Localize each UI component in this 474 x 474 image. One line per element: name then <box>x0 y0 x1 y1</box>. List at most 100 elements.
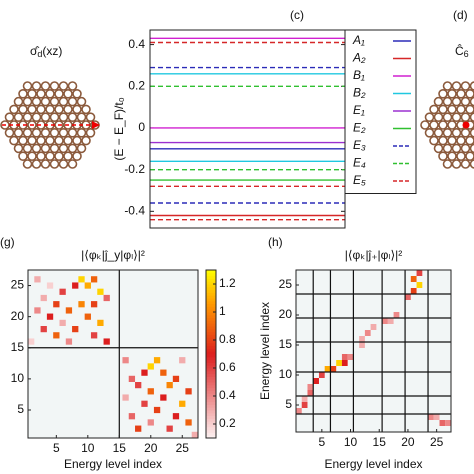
colorbar-step <box>206 295 216 299</box>
ring <box>27 120 37 130</box>
ring <box>27 151 37 161</box>
cell <box>185 388 192 395</box>
colorbar-step <box>206 326 216 330</box>
cell <box>416 282 423 288</box>
colorbar-step <box>206 275 216 279</box>
ring <box>460 159 471 169</box>
ring <box>67 159 78 169</box>
cell <box>65 338 73 345</box>
x-tick-label: 20 <box>401 435 415 449</box>
cell <box>179 400 186 407</box>
colorbar-tick-label: 1 <box>219 304 226 318</box>
cell <box>78 301 85 308</box>
ring <box>4 112 15 122</box>
plot-bg <box>296 270 451 432</box>
ring <box>9 135 19 146</box>
y-tick-label: 15 <box>11 340 25 354</box>
ring <box>438 104 448 115</box>
legend-label: B₂ <box>353 86 366 100</box>
y-tick-label: -0.2 <box>124 162 145 176</box>
ring <box>54 89 64 99</box>
subscript: d <box>37 49 42 59</box>
cell <box>191 431 198 438</box>
cell <box>34 276 41 283</box>
ring <box>18 104 28 115</box>
cell <box>433 414 440 420</box>
ring <box>433 143 444 154</box>
legend-label: E₄ <box>353 156 366 170</box>
cell <box>341 360 348 366</box>
ring <box>36 151 46 161</box>
cell <box>141 400 148 407</box>
colorbar-step <box>206 407 216 411</box>
legend-label: A₂ <box>352 51 366 65</box>
molecule-label: σ̂d(xz) <box>30 44 62 59</box>
colorbar-step <box>206 337 216 341</box>
cell <box>347 354 354 360</box>
cell <box>359 342 365 348</box>
cell <box>307 390 314 396</box>
ring <box>465 89 474 99</box>
ring <box>22 96 33 107</box>
x-tick-label: 10 <box>344 435 358 449</box>
ring <box>4 128 15 138</box>
cell <box>59 319 66 326</box>
cell <box>313 378 319 384</box>
ring <box>442 128 453 138</box>
cell <box>122 394 129 401</box>
cell <box>387 318 394 324</box>
ring <box>429 135 439 146</box>
cell <box>147 388 154 395</box>
colorbar-step <box>206 370 216 375</box>
ring <box>433 96 444 107</box>
ring <box>76 143 87 154</box>
ring <box>40 81 51 91</box>
symbol: σ̂ <box>30 44 39 58</box>
cell <box>78 276 85 283</box>
colorbar-step <box>206 331 216 335</box>
ring <box>22 128 33 138</box>
ring <box>465 151 474 161</box>
cell <box>59 288 66 295</box>
colorbar-step <box>206 398 216 403</box>
arrow-head <box>92 121 100 129</box>
ring <box>451 96 462 107</box>
ring <box>13 143 24 154</box>
colorbar-step <box>206 393 216 397</box>
ring <box>424 112 435 122</box>
cell <box>90 332 98 339</box>
cell <box>370 324 377 330</box>
ring <box>76 128 87 138</box>
ring <box>27 89 37 99</box>
cell <box>28 338 35 345</box>
ring <box>49 112 60 122</box>
cell <box>405 294 411 300</box>
cell <box>53 332 60 339</box>
ring <box>31 128 42 138</box>
ring <box>72 151 82 161</box>
colorbar-step <box>206 359 216 363</box>
ring <box>442 143 453 154</box>
ring <box>456 135 466 146</box>
ring <box>433 112 444 122</box>
ring <box>447 120 457 130</box>
ring <box>456 104 466 115</box>
colorbar-step <box>206 415 216 419</box>
colorbar-step <box>206 348 216 352</box>
y-axis-label: Energy level index <box>258 302 272 400</box>
ring <box>18 151 28 161</box>
ring <box>36 104 46 115</box>
y-tick-label: 25 <box>11 278 25 292</box>
colorbar-step <box>206 298 216 302</box>
cell <box>341 354 348 360</box>
cell <box>185 419 192 426</box>
ring <box>63 151 73 161</box>
cell <box>393 312 400 318</box>
x-tick-label: 25 <box>176 441 190 455</box>
ring <box>31 143 42 154</box>
y-tick-label: 20 <box>279 307 293 321</box>
ring <box>442 159 453 169</box>
colorbar-step <box>206 384 216 389</box>
ring <box>433 128 444 138</box>
